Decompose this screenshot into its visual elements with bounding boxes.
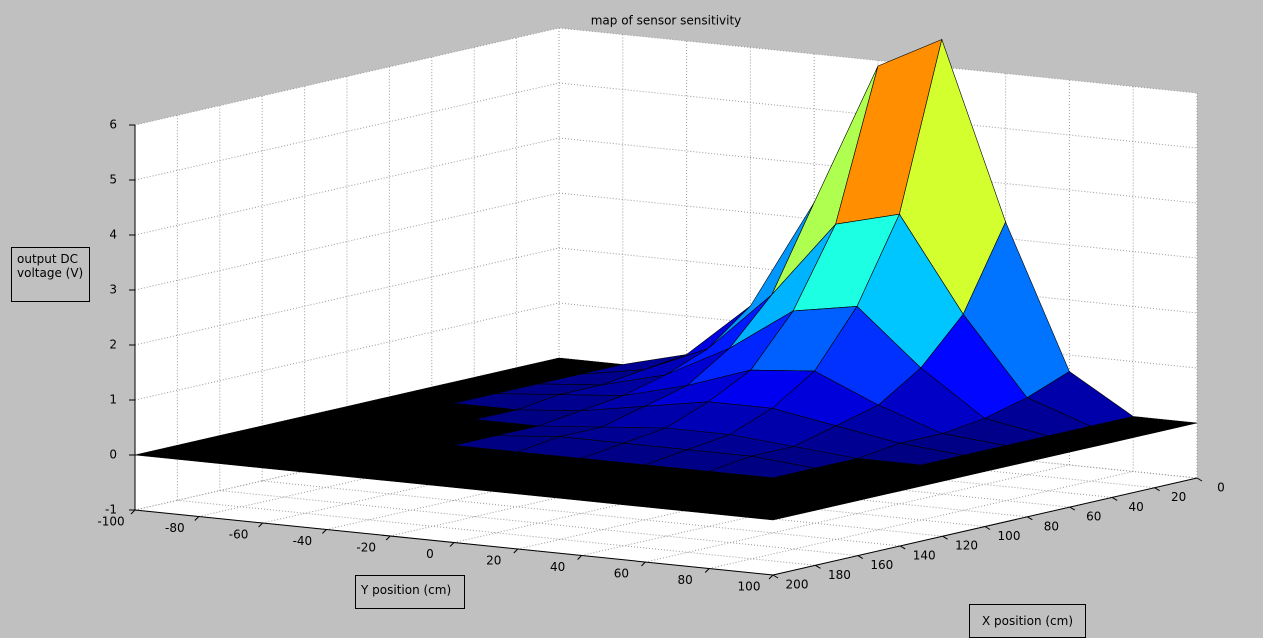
z-tick-label: 1	[109, 393, 117, 407]
tick-mark	[258, 522, 263, 528]
y-tick-label: 20	[486, 554, 501, 568]
grid-line	[390, 438, 815, 537]
x-tick-label: 100	[998, 529, 1021, 543]
grid-line	[645, 464, 1070, 563]
grid-line	[558, 247, 1198, 314]
y-tick-label: -100	[97, 515, 124, 529]
z-tick-label: 3	[109, 283, 117, 297]
chart-title: map of sensor sensitivity	[591, 14, 742, 28]
y-tick-label: 60	[614, 567, 629, 581]
tick-mark	[130, 509, 136, 515]
tick-mark	[899, 545, 906, 550]
z-tick-label: 6	[109, 118, 117, 132]
x-tick-label: 40	[1129, 500, 1144, 514]
grid-line	[262, 480, 901, 547]
tick-mark	[768, 574, 774, 580]
grid-line	[134, 192, 560, 291]
x-axis-label: X position (cm)	[969, 604, 1086, 638]
grid-line	[134, 302, 560, 401]
grid-line	[304, 470, 943, 537]
tick-mark	[1027, 516, 1033, 521]
grid-line	[134, 137, 560, 236]
grid-line	[453, 445, 879, 543]
tick-mark	[1111, 496, 1118, 501]
grid-line	[134, 412, 560, 511]
tick-mark	[815, 564, 821, 569]
grid-line	[198, 419, 623, 517]
tick-mark	[385, 535, 391, 541]
tick-mark	[641, 561, 646, 567]
y-tick-label: 80	[678, 573, 693, 587]
grid-line	[389, 451, 1028, 518]
tick-mark	[1196, 477, 1203, 482]
z-tick-label: 2	[109, 338, 117, 352]
x-tick-label: 140	[913, 548, 936, 562]
axis-line	[772, 477, 1198, 576]
z-tick-label: 0	[109, 448, 117, 462]
tick-mark	[772, 574, 779, 579]
grid-line	[134, 82, 560, 181]
grid-line	[134, 247, 560, 346]
grid-line	[558, 27, 1198, 94]
grid-line	[558, 192, 1198, 259]
tick-mark	[513, 548, 519, 554]
grid-line	[431, 441, 1070, 508]
grid-line	[474, 431, 1113, 498]
grid-line	[558, 82, 1198, 149]
tick-mark	[1154, 487, 1160, 492]
y-tick-label: 100	[738, 580, 761, 594]
grid-line	[558, 412, 1198, 479]
grid-line	[346, 461, 986, 527]
grid-line	[134, 27, 560, 126]
y-tick-label: -60	[229, 528, 249, 542]
y-tick-label: 40	[550, 560, 565, 574]
tick-mark	[449, 542, 455, 547]
grid-line	[517, 451, 942, 550]
grid-line	[558, 302, 1198, 369]
x-tick-label: 80	[1044, 519, 1059, 533]
grid-line	[516, 422, 1155, 489]
tick-mark	[1069, 506, 1076, 511]
tick-mark	[194, 516, 200, 521]
x-tick-label: 0	[1217, 481, 1225, 495]
tick-mark	[942, 535, 948, 540]
z-axis-label: output DC voltage (V)	[11, 247, 90, 302]
y-tick-label: 0	[426, 547, 434, 561]
x-tick-label: 20	[1171, 490, 1186, 504]
grid-line	[709, 471, 1134, 569]
x-tick-label: 120	[955, 539, 978, 553]
y-axis-label: Y position (cm)	[355, 575, 465, 609]
grid-line	[262, 425, 687, 524]
grid-line	[177, 499, 816, 566]
tick-mark	[322, 529, 327, 534]
x-tick-label: 200	[786, 578, 809, 592]
grid-line	[326, 432, 751, 530]
surface-patch	[709, 503, 816, 521]
z-tick-label: 5	[109, 173, 117, 187]
tick-mark	[984, 526, 991, 530]
tick-mark	[704, 568, 710, 573]
z-tick-label: -1	[105, 503, 117, 517]
x-tick-label: 160	[870, 558, 893, 572]
y-tick-label: -20	[356, 541, 376, 555]
grid-line	[219, 490, 858, 557]
grid-line	[558, 137, 1198, 204]
x-tick-label: 60	[1086, 510, 1101, 524]
grid-line	[581, 458, 1006, 556]
y-tick-label: -80	[165, 521, 185, 535]
z-tick-label: 4	[109, 228, 117, 242]
tick-mark	[857, 555, 864, 560]
x-tick-label: 180	[828, 568, 851, 582]
y-tick-label: -40	[293, 534, 313, 548]
tick-mark	[577, 555, 582, 560]
axis-line	[134, 509, 774, 576]
